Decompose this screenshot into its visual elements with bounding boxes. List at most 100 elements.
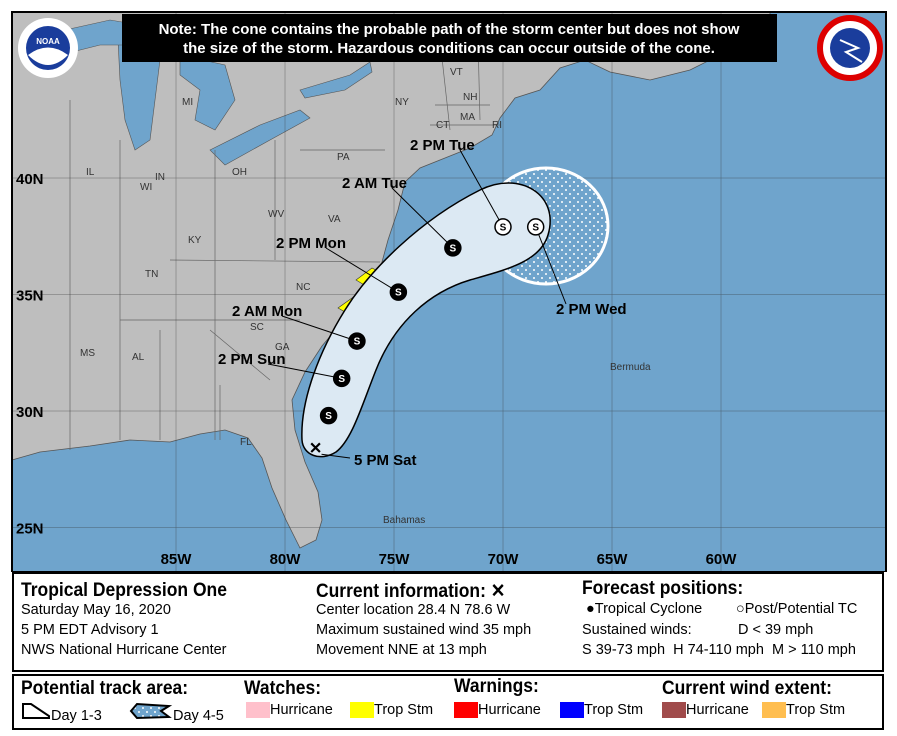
current-time-label: 5 PM Sat (354, 452, 417, 469)
legend-swatch (762, 702, 786, 719)
forecast-time-label: 2 PM Wed (556, 301, 627, 318)
state-label: MS (80, 348, 95, 359)
open-circle-icon: ○ (736, 601, 745, 617)
state-label: SC (250, 322, 264, 333)
forecast-point (319, 406, 338, 425)
state-label: TN (145, 269, 158, 280)
forecast-point (526, 218, 545, 236)
lon-label: 65W (597, 551, 629, 568)
label-bermuda: Bermuda (610, 362, 651, 373)
map: 40N 35N 30N 25N 85W 80W 75W 70W 65W 60W WI MI NY VT N… (11, 11, 887, 572)
forecast-point (348, 332, 366, 350)
forecast-point (332, 369, 351, 388)
advisory: 5 PM EDT Advisory 1 (21, 622, 159, 638)
state-label: MI (182, 97, 193, 108)
lat-label: 25N (16, 521, 44, 538)
state-label: IN (155, 172, 165, 183)
forecast-point (444, 239, 462, 257)
h-label: H 74-110 mph (673, 642, 764, 658)
forecast-point-intensity: S (325, 411, 332, 422)
ptc-label: Post/Potential TC (744, 601, 858, 617)
lat-label: 35N (16, 288, 44, 305)
state-label: RI (492, 120, 502, 131)
state-label: IL (86, 167, 95, 178)
legend-item: Trop Stm (560, 702, 644, 719)
state-label: NY (395, 97, 409, 108)
d-label: D < 39 mph (738, 622, 814, 638)
warnings-header: Warnings: (454, 676, 539, 697)
svg-text:NOAA: NOAA (36, 37, 60, 46)
legend-swatch (246, 702, 270, 719)
forecast-time-label: 2 AM Tue (342, 175, 407, 192)
forecast-point (494, 218, 512, 236)
state-label: FL (240, 437, 252, 448)
legend-label: Trop Stm (786, 702, 846, 718)
track-header: Potential track area: (21, 678, 189, 699)
state-label: PA (337, 152, 350, 163)
day4-5-icon (129, 702, 173, 720)
forecast-point-intensity: S (450, 243, 457, 254)
current-header: Current information: ✕ (316, 581, 506, 602)
note-box (122, 14, 777, 62)
note-line1: Note: The cone contains the probable pat… (159, 21, 740, 38)
state-label: WV (268, 209, 284, 220)
info-panel: Tropical Depression One Saturday May 16,… (12, 572, 884, 672)
forecast-time-label: 2 PM Mon (276, 235, 346, 252)
legend-label: Hurricane (686, 702, 749, 718)
day1-3-icon (22, 703, 50, 719)
forecast-point-intensity: S (338, 374, 345, 385)
current-position-x-icon: ✕ (309, 440, 322, 457)
noaa-logo: NOAA (18, 18, 78, 78)
lon-label: 75W (379, 551, 411, 568)
legend-label: Hurricane (478, 702, 541, 718)
forecast-point (389, 283, 408, 301)
forecast-time-label: 2 PM Sun (218, 351, 286, 368)
state-label: WI (140, 182, 152, 193)
state-label: MA (460, 112, 475, 123)
lon-label: 60W (706, 551, 738, 568)
forecast-point-intensity: S (395, 288, 402, 299)
forecast-time-label: 2 AM Mon (232, 303, 302, 320)
legend-swatch (454, 702, 478, 719)
legend-swatch (350, 702, 374, 719)
legend-label: Trop Stm (374, 702, 434, 718)
state-label: VA (328, 214, 341, 225)
state-label: NC (296, 282, 310, 293)
storm-title: Tropical Depression One (21, 580, 227, 601)
legend-swatch (560, 702, 584, 719)
state-label: NH (463, 92, 477, 103)
legend-label: Trop Stm (584, 702, 644, 718)
day4-5-label: Day 4-5 (173, 708, 224, 724)
state-label: OH (232, 167, 247, 178)
forecast-point-intensity: S (500, 222, 507, 233)
forecast-time-label: 2 PM Tue (410, 137, 475, 154)
legend-panel: Potential track area: Day 1-3 Day 4-5 Wa… (12, 674, 884, 730)
state-label: VT (450, 67, 463, 78)
legend-item: Trop Stm (762, 702, 846, 719)
tc-label: Tropical Cyclone (594, 601, 703, 617)
watches-header: Watches: (244, 678, 322, 699)
center: NWS National Hurricane Center (21, 642, 227, 658)
max-wind: Maximum sustained wind 35 mph (316, 622, 532, 638)
forecast-point-intensity: S (354, 337, 361, 348)
forecast-point-intensity: S (532, 222, 539, 233)
state-label: GA (275, 342, 290, 353)
m-label: M > 110 mph (771, 642, 856, 658)
label-bahamas: Bahamas (383, 515, 425, 526)
lat-label: 30N (16, 404, 44, 421)
legend-item: Hurricane (246, 702, 333, 719)
filled-circle-icon: ● (586, 601, 595, 617)
state-label: KY (188, 235, 202, 246)
nws-logo (817, 15, 883, 81)
center-location: Center location 28.4 N 78.6 W (316, 602, 511, 618)
legend-item: Trop Stm (350, 702, 434, 719)
state-borders (69, 39, 500, 450)
forecast-header: Forecast positions: (582, 578, 744, 599)
s-label: S 39-73 mph (582, 642, 666, 658)
legend-swatch (662, 702, 686, 719)
legend-label: Hurricane (270, 702, 333, 718)
date: Saturday May 16, 2020 (21, 602, 171, 618)
wind-extent-header: Current wind extent: (662, 678, 832, 699)
lon-label: 70W (488, 551, 520, 568)
day1-3-label: Day 1-3 (51, 708, 102, 724)
